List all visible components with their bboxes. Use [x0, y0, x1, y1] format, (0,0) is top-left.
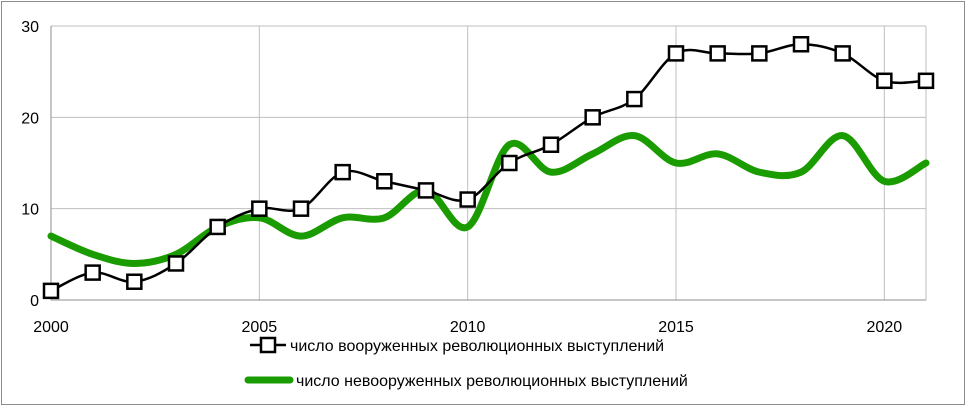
- series-line-armed: [49, 43, 928, 293]
- data-point-marker: [834, 45, 851, 62]
- axes: [50, 26, 926, 301]
- data-point-marker: [292, 200, 310, 217]
- y-tick-label: 30: [21, 19, 39, 36]
- data-point-marker: [751, 45, 768, 62]
- data-point-marker: [792, 36, 810, 53]
- x-tick-label: 2015: [658, 319, 694, 336]
- y-tick-label: 10: [21, 202, 39, 219]
- data-point-marker: [126, 273, 143, 290]
- x-tick-label: 2005: [242, 319, 278, 336]
- legend-marker-armed: [259, 336, 277, 354]
- x-tick-label: 2010: [450, 319, 486, 336]
- data-point-marker: [42, 282, 60, 300]
- data-point-marker: [876, 72, 893, 90]
- data-point-marker: [84, 264, 101, 281]
- data-point-marker: [417, 182, 435, 199]
- y-tick-labels: 0 10 20 30: [21, 19, 39, 310]
- data-point-marker: [501, 154, 518, 172]
- data-point-marker: [167, 255, 185, 272]
- data-point-marker: [917, 72, 935, 90]
- legend-label-armed: число вооруженных революционных выступле…: [290, 338, 664, 355]
- data-point-marker: [334, 163, 351, 181]
- data-point-marker: [459, 191, 476, 208]
- x-tick-label: 2000: [33, 319, 69, 336]
- x-tick-label: 2020: [867, 319, 903, 336]
- series-line-unarmed: [47, 132, 930, 267]
- y-tick-label: 0: [30, 293, 39, 310]
- legend: число вооруженных революционных выступле…: [244, 336, 688, 390]
- y-tick-label: 20: [21, 110, 39, 127]
- data-point-marker: [209, 218, 226, 236]
- data-point-marker: [376, 173, 393, 190]
- legend-label-unarmed: число невооруженных революционных выступ…: [296, 373, 688, 390]
- data-point-marker: [709, 45, 726, 62]
- data-point-marker: [584, 109, 601, 126]
- series-group: [42, 36, 935, 300]
- data-point-marker: [667, 45, 685, 62]
- x-tick-labels: 2000 2005 2010 2015 2020: [33, 319, 902, 336]
- data-point-marker: [542, 136, 560, 153]
- data-point-marker: [626, 90, 643, 108]
- data-point-marker: [251, 200, 268, 217]
